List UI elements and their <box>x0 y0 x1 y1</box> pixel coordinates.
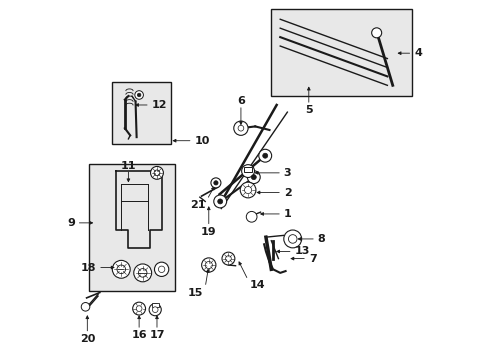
Text: 9: 9 <box>67 218 75 228</box>
Circle shape <box>136 306 142 311</box>
Circle shape <box>150 166 163 179</box>
Circle shape <box>241 165 254 177</box>
Bar <box>244 167 252 172</box>
Circle shape <box>247 171 260 184</box>
Circle shape <box>158 266 164 273</box>
Circle shape <box>112 260 130 278</box>
Text: 13: 13 <box>294 247 309 256</box>
Circle shape <box>283 230 301 248</box>
Text: 11: 11 <box>121 161 136 171</box>
Circle shape <box>251 175 256 180</box>
Text: 20: 20 <box>80 334 95 344</box>
Bar <box>271 9 411 96</box>
Circle shape <box>288 235 296 243</box>
Text: 16: 16 <box>131 330 146 341</box>
Circle shape <box>149 303 161 316</box>
Circle shape <box>154 170 160 176</box>
Circle shape <box>217 199 222 204</box>
Text: 4: 4 <box>413 48 421 58</box>
Text: 18: 18 <box>81 262 96 273</box>
Circle shape <box>258 149 271 162</box>
Circle shape <box>134 264 151 282</box>
Text: 17: 17 <box>149 330 164 341</box>
Circle shape <box>137 93 141 97</box>
Circle shape <box>152 307 158 312</box>
Circle shape <box>244 186 251 194</box>
Text: 3: 3 <box>283 168 291 178</box>
Circle shape <box>246 211 257 222</box>
Bar <box>112 82 171 144</box>
Circle shape <box>132 302 145 315</box>
Circle shape <box>225 256 231 261</box>
Text: 2: 2 <box>283 188 291 198</box>
Text: 10: 10 <box>194 136 209 146</box>
Circle shape <box>262 153 267 158</box>
Text: 6: 6 <box>237 96 244 107</box>
Circle shape <box>81 302 90 311</box>
Circle shape <box>371 28 381 38</box>
Circle shape <box>205 261 212 269</box>
Text: 14: 14 <box>249 280 265 291</box>
Circle shape <box>201 258 216 272</box>
Circle shape <box>210 178 221 188</box>
Circle shape <box>233 121 247 135</box>
Text: 21: 21 <box>189 200 205 210</box>
Circle shape <box>154 262 168 276</box>
Text: 19: 19 <box>201 227 216 237</box>
Text: 5: 5 <box>305 105 312 115</box>
Text: 1: 1 <box>283 209 291 219</box>
Circle shape <box>240 182 255 198</box>
Text: 8: 8 <box>317 234 325 244</box>
Circle shape <box>213 195 226 208</box>
Text: 7: 7 <box>308 253 316 264</box>
Text: 15: 15 <box>188 288 203 297</box>
Circle shape <box>238 125 244 131</box>
Circle shape <box>138 269 147 277</box>
Circle shape <box>213 181 218 185</box>
Bar <box>151 303 159 307</box>
Circle shape <box>222 252 234 265</box>
Text: 12: 12 <box>151 100 167 110</box>
Bar <box>89 164 175 291</box>
Circle shape <box>117 265 125 274</box>
Circle shape <box>135 91 143 99</box>
